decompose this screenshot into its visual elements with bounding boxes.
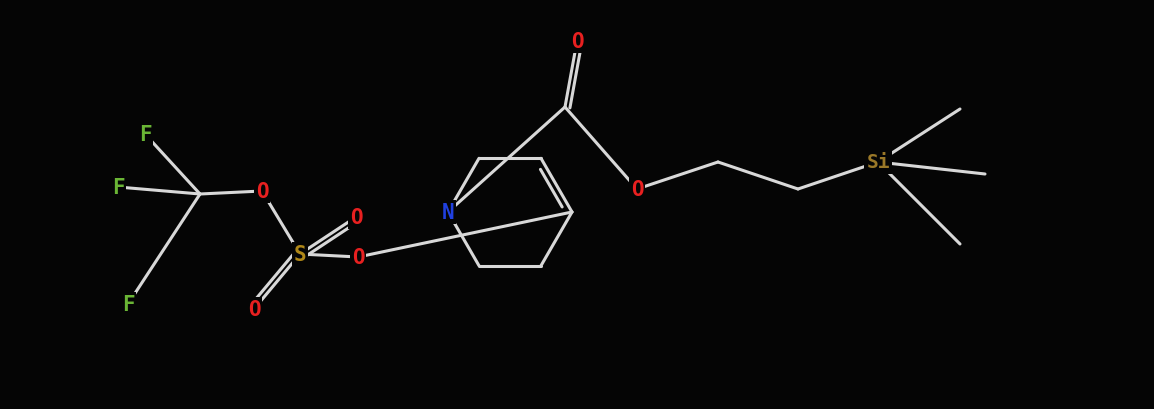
Text: O: O [631,180,643,200]
Text: O: O [352,247,365,267]
Text: Si: Si [867,153,890,172]
Text: O: O [350,207,362,227]
Text: F: F [112,178,125,198]
Text: S: S [293,245,306,264]
Text: F: F [138,125,151,145]
Text: N: N [442,202,455,222]
Text: O: O [248,299,261,319]
Text: F: F [121,294,134,314]
Text: O: O [256,182,269,202]
Text: O: O [571,32,583,52]
